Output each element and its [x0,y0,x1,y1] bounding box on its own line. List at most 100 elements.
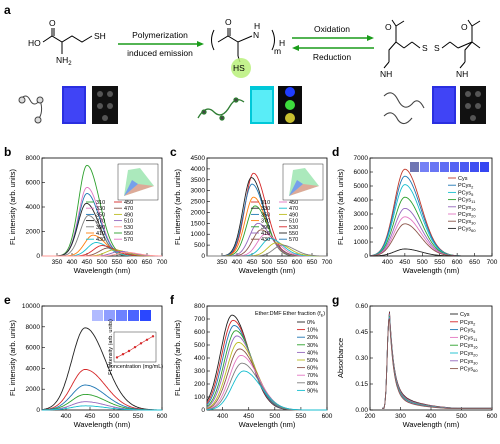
x-tick-label: 550 [277,259,288,266]
y-tick-label: 0.60 [355,303,368,310]
x-tick-label: 350 [217,259,228,266]
induced-emission-label: induced emission [127,48,193,58]
legend-entry: PCys2 [460,320,476,327]
legend-entry: 430 [96,237,105,243]
x-axis-label: Wavelength (nm) [239,266,296,275]
legend-entry: 330 [261,206,270,212]
x-tick-label: 550 [295,413,306,420]
legend-entry: PCys11 [460,335,478,342]
y-axis-label: FL intensity (arb. units) [336,168,345,245]
oxidized-cartoon [383,92,425,125]
legend-entry: 20% [307,335,318,341]
x-tick-label: 600 [127,259,138,266]
x-tick-label: 500 [269,413,280,420]
dot-ox-2 [475,91,481,97]
legend-entry: 310 [96,200,105,206]
vial-strip-cell [480,162,489,172]
x-tick-label: 600 [487,413,498,420]
reduction-arrowhead [292,45,299,51]
legend-entry: PCys16 [458,205,476,212]
series-line-12 [42,251,162,257]
x-tick-label: 500 [262,259,273,266]
y-tick-label: 2000 [26,229,41,236]
inset-fit-line [116,336,154,358]
x-tick-label: 550 [133,413,144,420]
y-tick-label: 6000 [354,169,369,176]
vial-strip-cell [450,162,459,172]
legend-entry: PCys20 [460,351,478,358]
y-tick-label: 2000 [354,225,369,232]
vial-pcys-glow [252,90,272,122]
x-tick-label: 450 [82,259,93,266]
legend-entry: 370 [261,219,270,225]
y-tick-label: 0 [201,407,205,414]
x-tick-label: 600 [157,413,168,420]
x-tick-label: 400 [67,259,78,266]
legend-entry: PCys60 [458,226,476,233]
y-tick-label: 6000 [26,345,41,352]
chart-panel-b: b 350 400 450 500 550 600 650 700 0 2000 4000 6000 80… [4,145,168,275]
y-tick-label: 4000 [191,166,206,173]
y-tick-label: 4500 [191,155,206,162]
x-tick-label: 400 [426,413,437,420]
panel-label-e: e [4,293,11,307]
x-tick-label: 650 [142,259,153,266]
ox-o2-label: O [461,22,468,32]
ox-nh1-label: NH [380,69,392,79]
legend-entry: PCys11 [458,198,476,205]
legend-entry: PCys30 [460,359,478,366]
concentration-vial [92,310,103,321]
poly-h-label-n: H [254,21,260,31]
y-tick-label: 0.15 [355,381,368,388]
y-tick-label: 0.45 [355,329,368,336]
legend-entry: 310 [261,200,270,206]
poly-h-label-end: H [279,38,285,48]
x-tick-label: 300 [395,413,406,420]
y-tick-label: 2500 [191,199,206,206]
panel-label-a: a [4,3,11,17]
cys-ho-label: HO [28,38,41,48]
x-tick-label: 600 [452,259,463,266]
y-tick-label: 1000 [191,231,206,238]
oxidation-label: Oxidation [314,24,350,34]
legend-entry: 430 [261,237,270,243]
legend-entry: PCys5 [460,328,476,335]
y-tick-label: 5000 [354,183,369,190]
x-axis-label: Wavelength (nm) [74,420,131,429]
dot-pcys-green [285,100,295,110]
y-tick-label: 0 [364,253,368,260]
ox-s2-label: S [434,43,440,53]
polymerization-arrowhead [197,41,204,47]
legend-entry: 370 [96,219,105,225]
x-tick-label: 650 [469,259,480,266]
concentration-vial [140,310,151,321]
legend-entry: 470 [289,206,298,212]
cie-gamut-blue [289,180,303,196]
legend-entry: 90% [307,388,318,394]
y-tick-label: 8000 [26,324,41,331]
poly-hs-label: HS [233,63,245,73]
vial-strip-cell [440,162,449,172]
y-tick-label: 8000 [26,155,41,162]
dot-ox-4 [475,103,481,109]
y-tick-label: 6000 [26,180,41,187]
concentration-vial [116,310,127,321]
series-line-6 [42,405,162,411]
y-tick-label: 0 [36,407,40,414]
legend-entry: PCys30 [458,219,476,226]
legend-entry: 10% [307,328,318,334]
chart-panel-g: g 200 300 400 500 600 0.00 0.15 0.30 0.45 0.60 Wave… [332,293,498,429]
x-tick-label: 500 [456,413,467,420]
x-tick-label: 550 [112,259,123,266]
ox-o1-label: O [385,22,392,32]
ox-s1-label: S [422,43,428,53]
vial-strip-cell [430,162,439,172]
y-tick-label: 2000 [191,209,206,216]
series-line-8 [370,248,492,257]
y-tick-label: 3000 [354,211,369,218]
cie-gamut-blue [124,180,138,196]
thiol-glow [231,58,251,78]
